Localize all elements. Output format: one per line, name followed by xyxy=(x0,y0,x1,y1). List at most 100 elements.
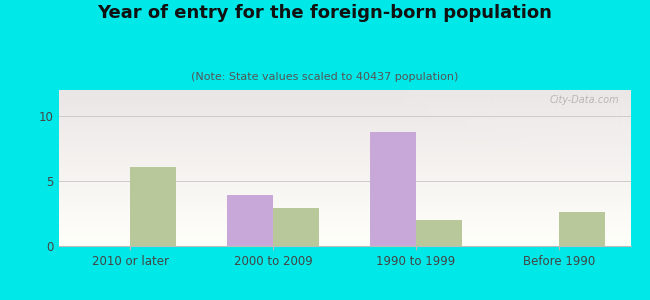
Bar xyxy=(58,220,630,223)
Bar xyxy=(58,135,630,137)
Bar xyxy=(302,90,309,246)
Bar xyxy=(416,220,462,246)
Bar xyxy=(58,113,630,115)
Bar xyxy=(266,90,273,246)
Bar xyxy=(230,90,237,246)
Bar xyxy=(80,90,87,246)
Bar xyxy=(66,90,73,246)
Bar xyxy=(58,176,630,178)
Bar xyxy=(566,90,573,246)
Bar xyxy=(58,197,630,199)
Bar xyxy=(58,115,630,117)
Bar xyxy=(58,232,630,234)
Bar xyxy=(530,90,538,246)
Bar xyxy=(187,90,194,246)
Bar xyxy=(294,90,302,246)
Bar xyxy=(58,174,630,176)
Bar xyxy=(437,90,445,246)
Bar xyxy=(58,98,630,100)
Bar xyxy=(151,90,159,246)
Text: (Note: State values scaled to 40437 population): (Note: State values scaled to 40437 popu… xyxy=(191,72,459,82)
Bar xyxy=(58,160,630,162)
Bar xyxy=(387,90,395,246)
Bar xyxy=(116,90,123,246)
Bar xyxy=(58,199,630,201)
Bar xyxy=(58,148,630,150)
Bar xyxy=(58,96,630,98)
Bar xyxy=(559,90,566,246)
Bar xyxy=(58,182,630,184)
Bar xyxy=(58,242,630,244)
Bar xyxy=(58,92,630,94)
Bar xyxy=(559,212,604,246)
Bar xyxy=(244,90,252,246)
Bar xyxy=(552,90,559,246)
Bar xyxy=(495,90,502,246)
Bar xyxy=(58,194,630,195)
Bar xyxy=(58,150,630,152)
Bar xyxy=(58,131,630,133)
Legend: 40437, Kentucky: 40437, Kentucky xyxy=(255,298,434,300)
Bar xyxy=(380,90,387,246)
Bar xyxy=(87,90,94,246)
Bar xyxy=(337,90,345,246)
Bar xyxy=(58,142,630,145)
Bar xyxy=(58,226,630,229)
Bar xyxy=(58,215,630,217)
Bar xyxy=(602,90,609,246)
Bar xyxy=(94,90,101,246)
Bar xyxy=(58,127,630,129)
Bar xyxy=(309,90,316,246)
Bar xyxy=(130,167,176,246)
Bar xyxy=(523,90,530,246)
Bar xyxy=(488,90,495,246)
Bar xyxy=(58,102,630,104)
Bar xyxy=(316,90,323,246)
Bar xyxy=(58,207,630,209)
Bar xyxy=(58,180,630,182)
Bar xyxy=(323,90,330,246)
Bar xyxy=(58,191,630,193)
Bar xyxy=(58,166,630,168)
Bar xyxy=(58,139,630,141)
Bar xyxy=(58,238,630,240)
Bar xyxy=(58,110,630,111)
Bar xyxy=(58,129,630,131)
Text: City-Data.com: City-Data.com xyxy=(549,95,619,105)
Bar xyxy=(58,178,630,180)
Bar xyxy=(452,90,459,246)
Bar xyxy=(58,133,630,135)
Bar xyxy=(58,111,630,113)
Bar xyxy=(237,90,244,246)
Bar xyxy=(58,152,630,154)
Bar xyxy=(144,90,151,246)
Bar xyxy=(459,90,466,246)
Bar xyxy=(58,158,630,160)
Bar xyxy=(123,90,130,246)
Bar xyxy=(58,172,630,174)
Bar xyxy=(402,90,409,246)
Bar xyxy=(58,230,630,232)
Bar xyxy=(423,90,430,246)
Bar xyxy=(58,185,630,188)
Bar xyxy=(58,121,630,123)
Bar xyxy=(588,90,595,246)
Bar xyxy=(58,224,630,226)
Bar xyxy=(473,90,480,246)
Bar xyxy=(395,90,402,246)
Bar xyxy=(287,90,294,246)
Bar xyxy=(58,236,630,238)
Bar xyxy=(58,119,630,121)
Bar xyxy=(209,90,216,246)
Bar xyxy=(58,125,630,127)
Bar xyxy=(366,90,373,246)
Bar xyxy=(58,137,630,139)
Bar xyxy=(101,90,109,246)
Bar xyxy=(58,164,630,166)
Bar xyxy=(445,90,452,246)
Bar xyxy=(227,195,273,246)
Bar xyxy=(58,146,630,148)
Bar xyxy=(58,107,630,110)
Bar xyxy=(109,90,116,246)
Bar xyxy=(573,90,580,246)
